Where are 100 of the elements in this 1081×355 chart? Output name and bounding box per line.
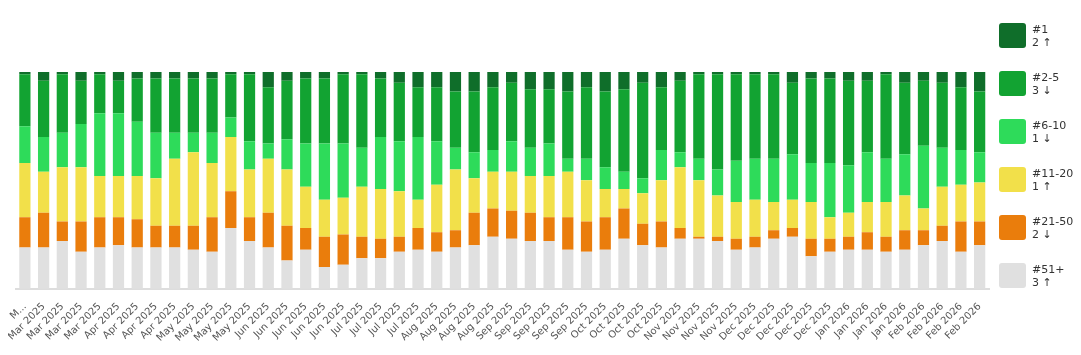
bar xyxy=(974,182,986,222)
bar xyxy=(543,175,555,218)
bar xyxy=(842,236,855,250)
bar xyxy=(337,234,349,265)
bar xyxy=(56,221,68,241)
bar xyxy=(225,74,237,118)
bar xyxy=(243,74,256,142)
bar xyxy=(562,217,574,250)
bar xyxy=(524,89,536,148)
bar xyxy=(655,87,667,150)
bar xyxy=(449,72,462,92)
bar xyxy=(206,132,218,163)
bar xyxy=(599,91,611,168)
bar xyxy=(768,230,780,239)
bar xyxy=(487,171,499,209)
bar xyxy=(318,236,331,267)
bar xyxy=(936,225,948,241)
bar xyxy=(899,154,911,196)
bar xyxy=(674,227,686,239)
bar xyxy=(936,147,948,187)
bar xyxy=(861,232,873,250)
bar xyxy=(262,72,274,88)
bar xyxy=(506,72,518,83)
bar xyxy=(749,236,761,248)
bar xyxy=(974,152,986,183)
bar xyxy=(824,72,836,79)
bar xyxy=(94,175,106,218)
bar xyxy=(711,195,724,237)
bar xyxy=(75,80,87,124)
bar xyxy=(917,208,930,231)
bar xyxy=(805,78,817,163)
bar xyxy=(768,74,780,159)
bar xyxy=(562,158,574,172)
bar xyxy=(187,132,199,153)
bar xyxy=(449,230,462,248)
bar xyxy=(618,171,630,189)
bar xyxy=(711,169,724,196)
bar xyxy=(730,72,742,75)
bar xyxy=(599,217,611,250)
bar xyxy=(318,199,331,237)
bar xyxy=(824,217,836,239)
bar xyxy=(974,91,986,153)
bar xyxy=(262,87,274,144)
bar xyxy=(187,225,199,250)
bar xyxy=(861,72,873,81)
bar xyxy=(861,80,873,153)
bar xyxy=(637,193,649,224)
bar xyxy=(842,165,855,213)
bar xyxy=(300,227,312,250)
bar xyxy=(506,141,518,172)
bar xyxy=(37,137,50,172)
bar xyxy=(468,212,480,246)
legend-label: #1 xyxy=(1032,23,1050,36)
bar xyxy=(300,78,312,144)
bar xyxy=(431,72,443,88)
bar xyxy=(169,132,181,159)
bar xyxy=(75,167,87,222)
bar xyxy=(431,87,443,142)
bar xyxy=(412,87,424,137)
bar xyxy=(936,186,948,226)
bar xyxy=(37,212,50,248)
bar xyxy=(768,72,780,75)
bar xyxy=(506,82,518,142)
bar xyxy=(19,162,31,218)
bar xyxy=(393,236,405,252)
bar xyxy=(674,72,686,81)
bar xyxy=(318,143,331,200)
bar xyxy=(506,171,518,211)
bar xyxy=(655,221,667,248)
bar xyxy=(618,72,630,90)
bar xyxy=(225,117,237,137)
bar xyxy=(468,72,480,92)
bar xyxy=(842,212,855,237)
bar xyxy=(936,72,948,83)
bar xyxy=(169,72,181,79)
bar xyxy=(899,72,911,83)
bar xyxy=(674,152,686,168)
bar xyxy=(880,72,892,75)
bar xyxy=(693,72,705,75)
bar xyxy=(842,80,855,166)
bar xyxy=(824,162,836,218)
bar xyxy=(468,152,480,179)
legend-label: #21-50 xyxy=(1032,215,1074,228)
bar xyxy=(655,72,667,88)
bar xyxy=(281,139,293,170)
text: 2 ↓ xyxy=(1032,228,1053,241)
bar xyxy=(262,212,274,248)
bar xyxy=(693,236,705,239)
bar xyxy=(955,221,967,252)
bar xyxy=(206,78,218,133)
text: 3 ↑ xyxy=(1032,276,1053,289)
bar xyxy=(75,221,87,252)
bar xyxy=(75,72,87,81)
bar xyxy=(449,91,462,148)
bar xyxy=(637,72,649,83)
bar xyxy=(356,74,368,148)
legend-label: #6-10 xyxy=(1032,119,1067,132)
bar xyxy=(580,72,593,88)
bar xyxy=(786,82,799,155)
bar xyxy=(300,72,312,79)
